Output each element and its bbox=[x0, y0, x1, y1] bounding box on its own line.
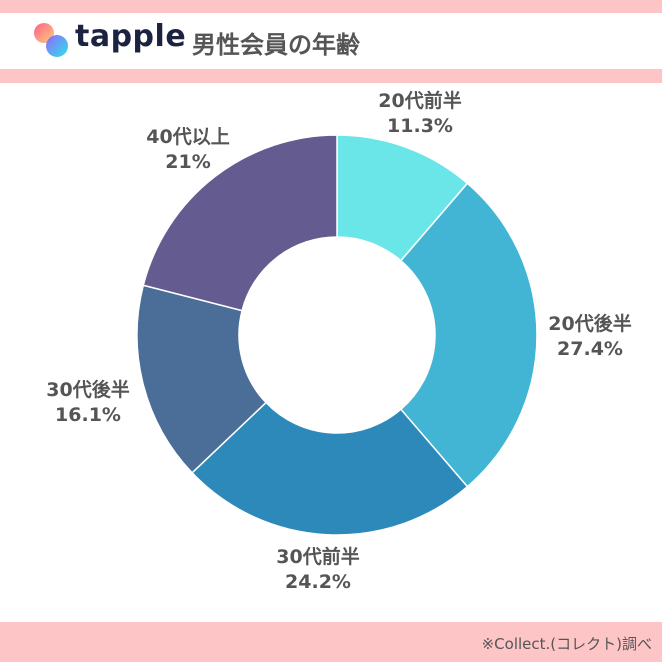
donut-slice-1 bbox=[399, 182, 538, 488]
logo-text: tapple bbox=[75, 19, 187, 54]
tapple-logo-icon bbox=[34, 23, 68, 57]
donut-slice-4 bbox=[142, 134, 338, 312]
header-divider bbox=[0, 69, 662, 83]
slice-label-3: 30代後半 16.1% bbox=[46, 379, 130, 426]
source-note: ※Collect.(コレクト)調べ bbox=[481, 635, 652, 653]
slice-label-1: 20代後半 27.4% bbox=[548, 313, 632, 360]
donut-slice-2 bbox=[191, 401, 469, 536]
page-title: 男性会員の年齢 bbox=[192, 31, 360, 59]
slice-label-4: 40代以上 21% bbox=[146, 126, 230, 173]
slice-label-0: 20代前半 11.3% bbox=[378, 90, 462, 137]
footer: ※Collect.(コレクト)調べ bbox=[0, 622, 662, 662]
slice-label-2: 30代前半 24.2% bbox=[276, 546, 360, 593]
donut-slice-3 bbox=[136, 284, 268, 474]
top-band bbox=[0, 0, 662, 13]
